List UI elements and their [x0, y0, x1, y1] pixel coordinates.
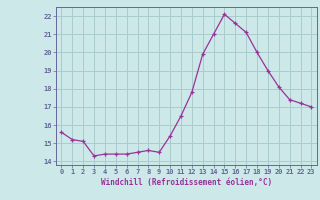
X-axis label: Windchill (Refroidissement éolien,°C): Windchill (Refroidissement éolien,°C)	[101, 178, 272, 187]
